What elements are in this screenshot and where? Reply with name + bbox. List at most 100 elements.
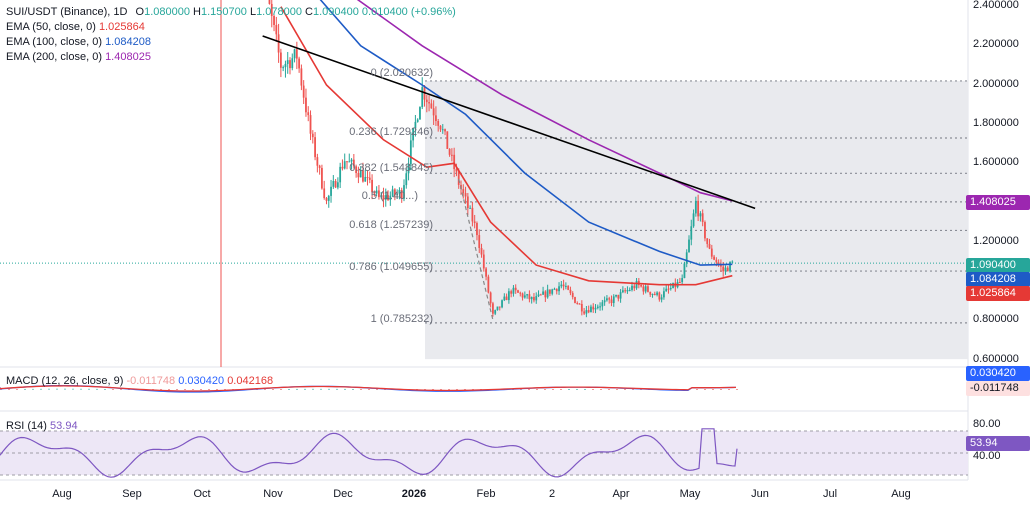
time-tick: Jun <box>751 488 769 500</box>
fib-label: 0.236 (1.729246) <box>349 126 433 138</box>
macd-hist-tag: -0.011748 <box>966 381 1030 396</box>
candle-body <box>510 291 513 294</box>
macd-histogram-bar <box>352 388 354 390</box>
candle-body <box>393 189 396 196</box>
macd-histogram-bar <box>272 389 274 390</box>
candle-body <box>567 285 570 290</box>
macd-histogram-bar <box>736 389 738 390</box>
candle-body <box>562 284 565 287</box>
candle-body <box>667 288 670 290</box>
candle-body <box>289 60 291 69</box>
macd-histogram-bar <box>728 389 730 390</box>
price-tick: 2.200000 <box>973 38 1019 50</box>
candle-body <box>596 306 599 309</box>
macd-histogram-bar <box>320 388 322 390</box>
macd-histogram-bar <box>440 389 442 390</box>
candle-body <box>560 284 563 287</box>
ema50-legend[interactable]: EMA (50, close, 0) 1.025864 <box>6 21 145 33</box>
macd-label: MACD (12, 26, close, 9) <box>6 375 124 387</box>
candle-body <box>729 261 731 272</box>
ema100-label: EMA (100, close, 0) <box>6 36 102 48</box>
time-tick: Sep <box>122 488 142 500</box>
time-tick: Apr <box>612 488 630 500</box>
candle-body <box>407 164 410 174</box>
price-tick: 2.000000 <box>973 78 1019 90</box>
open-label: O <box>135 6 145 18</box>
macd-histogram-bar <box>552 389 554 390</box>
candle-body <box>373 192 376 194</box>
candle-body <box>464 193 467 197</box>
macd-value: 0.030420 <box>178 375 225 387</box>
candle-body <box>635 280 638 289</box>
candle-body <box>726 267 729 272</box>
ema200-legend[interactable]: EMA (200, close, 0) 1.408025 <box>6 51 151 63</box>
ema100-legend[interactable]: EMA (100, close, 0) 1.084208 <box>6 36 151 48</box>
fib-guide-line <box>458 178 494 321</box>
candle-body <box>697 200 700 217</box>
fib-label: 0.382 (1.548845) <box>349 162 433 174</box>
fib-label: 0.618 (1.257239) <box>349 219 433 231</box>
macd-histogram-bar <box>632 389 634 390</box>
macd-histogram-bar <box>72 388 74 390</box>
candle-body <box>599 306 601 308</box>
macd-histogram-bar <box>88 388 90 390</box>
candle-body <box>476 223 478 236</box>
candle-body <box>717 262 720 265</box>
candle-body <box>583 311 586 314</box>
candle-body <box>485 268 487 277</box>
time-tick: Aug <box>891 488 911 500</box>
ema200-label: EMA (200, close, 0) <box>6 51 102 63</box>
candle-body <box>314 137 316 158</box>
macd-value-tag: 0.030420 <box>966 366 1030 381</box>
ema50-price-tag: 1.025864 <box>966 286 1030 301</box>
candle-body <box>286 60 289 64</box>
time-tick: Nov <box>263 488 283 500</box>
candle-body <box>501 300 503 308</box>
macd-histogram-bar <box>16 389 18 390</box>
candle-body <box>647 286 649 292</box>
candle-body <box>708 243 711 249</box>
candle-body <box>494 310 497 314</box>
macd-histogram-bar <box>376 389 378 390</box>
macd-histogram-bar <box>328 388 330 390</box>
rsi-legend[interactable]: RSI (14) 53.94 <box>6 420 78 432</box>
candle-body <box>273 15 275 25</box>
low-label: L <box>249 6 257 18</box>
candle-body <box>362 170 364 182</box>
macd-histogram-bar <box>32 388 34 390</box>
macd-histogram-bar <box>544 389 546 390</box>
candle-body <box>348 161 351 163</box>
candle-body <box>722 266 725 272</box>
candle-body <box>387 195 389 201</box>
candle-body <box>371 179 373 193</box>
candle-body <box>330 186 332 196</box>
candle-body <box>282 67 285 69</box>
rsi-value-tag: 53.94 <box>966 436 1030 451</box>
candle-body <box>681 278 684 283</box>
candle-body <box>608 298 611 300</box>
candle-body <box>321 167 323 189</box>
ema50-line <box>280 6 733 286</box>
candle-body <box>355 166 358 174</box>
candle-body <box>594 308 597 310</box>
rsi-line <box>0 428 738 478</box>
time-tick: Dec <box>333 488 353 500</box>
candle-body <box>653 293 656 295</box>
candle-body <box>435 115 437 121</box>
candle-body <box>375 190 378 194</box>
macd-signal-line <box>0 385 737 392</box>
candle-body <box>391 189 394 196</box>
candle-body <box>505 296 508 301</box>
candle-body <box>378 190 380 198</box>
candle-body <box>332 181 335 187</box>
candle-body <box>444 129 446 132</box>
macd-histogram-bar <box>536 389 538 390</box>
macd-histogram-bar <box>40 388 42 390</box>
macd-legend[interactable]: MACD (12, 26, close, 9) -0.011748 0.0304… <box>6 375 273 387</box>
candle-body <box>523 295 526 298</box>
macd-histogram-bar <box>168 389 170 390</box>
macd-histogram-bar <box>368 389 370 390</box>
candle-body <box>660 297 663 300</box>
candle-body <box>334 181 337 188</box>
